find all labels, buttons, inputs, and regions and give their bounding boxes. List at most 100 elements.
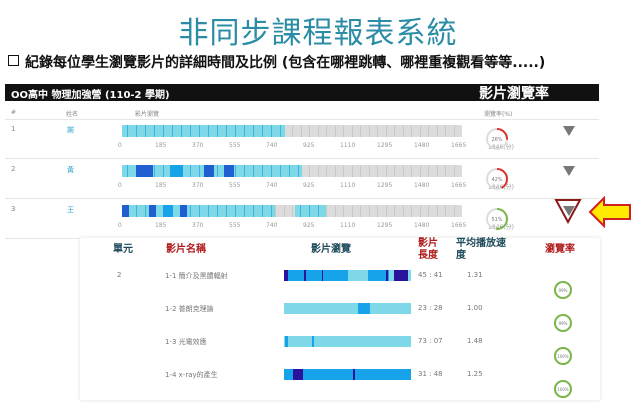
grid-stripe: [326, 165, 327, 177]
tick-label: 740: [266, 222, 278, 229]
tick-label: 370: [192, 222, 204, 229]
grid-stripe: [402, 125, 404, 137]
selected-outline-icon: [554, 198, 582, 228]
grid-stripe: [377, 205, 378, 217]
tick-label: 925: [303, 142, 315, 149]
grid-stripe: [334, 205, 336, 217]
expand-toggle-icon[interactable]: [563, 126, 575, 136]
tick-label: 0: [118, 182, 122, 189]
video-length: 45 : 41: [418, 271, 443, 279]
grid-stripe: [360, 125, 361, 137]
video-name[interactable]: 1-3 光電效應: [165, 338, 207, 346]
tick-label: 1295: [377, 222, 393, 229]
rate-label: 99%: [559, 288, 568, 293]
tick-label: 555: [229, 182, 241, 189]
tick-label: 1295: [377, 142, 393, 149]
watched-segment: [284, 270, 348, 281]
detail-head-unit: 單元: [113, 244, 133, 255]
grid-stripe: [453, 125, 455, 137]
avg-speed: 1.25: [467, 370, 483, 378]
tick-label: 925: [303, 182, 315, 189]
col-name: 姓名: [66, 111, 79, 118]
video-viewing-bar: [284, 336, 411, 347]
checkbox-bullet-icon: [8, 55, 19, 66]
video-length: 73 : 07: [418, 337, 443, 345]
detail-head-speed: 平均播放速度: [456, 238, 506, 261]
grid-stripe: [419, 205, 421, 217]
watched-segment: [149, 205, 156, 217]
grid-stripe: [326, 205, 327, 217]
grid-stripe: [334, 125, 336, 137]
grid-stripe: [351, 205, 353, 217]
overlay-label: 影片瀏覽率: [479, 86, 549, 102]
video-viewing-bar: [284, 369, 411, 380]
grid-stripe: [385, 205, 387, 217]
student-name[interactable]: 黃: [67, 166, 74, 174]
detail-head-length: 影片長度: [418, 238, 438, 261]
grid-stripe: [428, 165, 429, 177]
tick-label: 1665: [451, 182, 467, 189]
grid-stripe: [436, 125, 438, 137]
grid-stripe: [343, 205, 344, 217]
tick-label: 185: [155, 182, 167, 189]
grid-stripe: [368, 125, 370, 137]
tick-label: 1480: [414, 182, 430, 189]
video-name[interactable]: 1-2 普朗克理論: [165, 305, 214, 313]
divider: [5, 119, 599, 120]
grid-stripe: [445, 165, 446, 177]
watched-segment: [122, 205, 129, 217]
watched-segment: [357, 303, 371, 314]
viewing-timeline: [122, 165, 462, 177]
tick-label: 370: [192, 182, 204, 189]
subtitle: 紀錄每位學生瀏覽影片的詳細時間及比例 (包含在哪裡跳轉、哪裡重複觀看等等....…: [8, 52, 545, 72]
watched-segment: [122, 205, 275, 217]
grid-stripe: [419, 165, 421, 177]
watched-segment: [367, 270, 390, 281]
rate-arc: [486, 168, 508, 190]
viewing-timeline: [122, 205, 462, 217]
watched-segment: [311, 336, 315, 347]
tick-label: 0: [118, 222, 122, 229]
expand-toggle-icon[interactable]: [563, 166, 575, 176]
rate-arc: [554, 347, 572, 365]
grid-stripe: [309, 125, 310, 137]
grid-stripe: [385, 165, 387, 177]
tick-label: 1110: [340, 142, 356, 149]
grid-stripe: [368, 205, 370, 217]
grid-stripe: [300, 125, 302, 137]
grid-stripe: [385, 125, 387, 137]
pointer-arrow-icon: [588, 195, 632, 232]
watched-segment: [284, 270, 288, 281]
video-name[interactable]: 1-4 x-ray的產生: [165, 371, 218, 379]
rate-ring: 26%: [485, 127, 509, 151]
grid-stripe: [402, 165, 404, 177]
grid-stripe: [317, 125, 319, 137]
grid-stripe: [445, 125, 446, 137]
video-length: 31 : 48: [418, 370, 443, 378]
grid-stripe: [292, 125, 293, 137]
grid-stripe: [309, 165, 310, 177]
detail-head-name: 影片名稱: [166, 244, 206, 255]
watched-segment: [352, 369, 356, 380]
grid-stripe: [343, 125, 344, 137]
student-name[interactable]: 王: [67, 206, 74, 214]
tick-label: 1480: [414, 222, 430, 229]
grid-stripe: [453, 205, 455, 217]
tick-label: 1110: [340, 182, 356, 189]
rate-ring: 100%: [553, 379, 573, 399]
tick-label: 370: [192, 142, 204, 149]
expand-toggle-icon[interactable]: [563, 206, 575, 216]
avg-speed: 1.00: [467, 304, 483, 312]
grid-stripe: [453, 165, 455, 177]
rate-arc: [486, 208, 508, 230]
watched-segment: [322, 270, 324, 281]
tick-label: 555: [229, 142, 241, 149]
tick-label: 1295: [377, 182, 393, 189]
col-video: 影片瀏覽: [135, 111, 160, 118]
video-name[interactable]: 1-1 簡介及黑體輻射: [165, 272, 228, 280]
tick-label: 1665: [451, 142, 467, 149]
grid-stripe: [394, 205, 395, 217]
tick-label: 1110: [340, 222, 356, 229]
grid-stripe: [428, 125, 429, 137]
student-name[interactable]: 謝: [67, 126, 74, 134]
